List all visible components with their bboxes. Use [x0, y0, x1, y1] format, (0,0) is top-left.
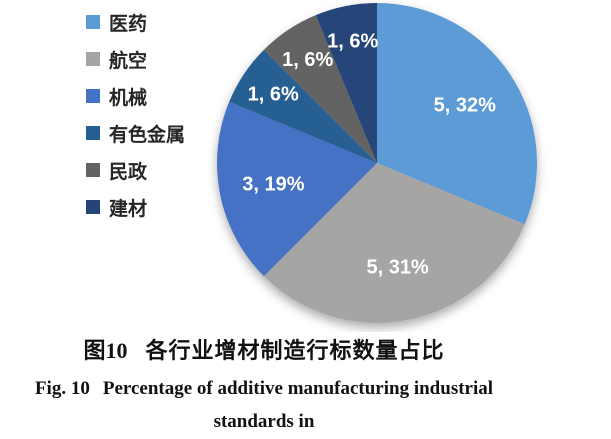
- pie-slice-label-pharma: 5, 32%: [434, 94, 496, 116]
- legend-item-building-materials: 建材: [86, 193, 185, 221]
- legend-label: 民政: [109, 161, 148, 183]
- legend-item-aerospace: 航空: [86, 45, 185, 73]
- legend-label: 航空: [109, 50, 148, 72]
- pie-slice-label-machinery: 3, 19%: [242, 174, 304, 196]
- caption-en: Fig. 10 Percentage of additive manufactur…: [0, 372, 528, 439]
- pie-slice-building-materials: [315, 3, 377, 163]
- figure-captions: 图10 各行业增材制造行标数量占比 Fig. 10 Percentage of ad…: [0, 333, 528, 439]
- pie-slice-machinery: [216, 101, 377, 277]
- legend-swatch-icon: [86, 163, 100, 177]
- caption-zh-title: 各行业增材制造行标数量占比: [145, 338, 445, 363]
- pie-slice-nonferrous-metals: [229, 49, 377, 163]
- legend-label: 建材: [109, 198, 148, 220]
- legend-swatch-icon: [86, 89, 100, 103]
- caption-en-number: Fig. 10: [34, 378, 90, 399]
- legend-label: 有色金属: [109, 124, 186, 146]
- legend-item-nonferrous-metals: 有色金属: [86, 119, 185, 147]
- pie-slice-pharma: [377, 3, 537, 225]
- legend-item-civil-affairs: 民政: [86, 156, 185, 184]
- legend-label: 医药: [109, 13, 148, 35]
- pie-chart: 医药 航空 机械 有色金属 民政 建材 5, 32% 5, 31% 3, 19% 1, 6% 1,…: [86, 3, 537, 324]
- pie-slice-label-civil-affairs: 1, 6%: [282, 49, 333, 71]
- legend-swatch-icon: [86, 126, 100, 140]
- pie-slice-aerospace: [263, 163, 525, 324]
- pie-slice-label-aerospace: 5, 31%: [366, 257, 428, 279]
- legend-item-pharma: 医药: [86, 8, 185, 36]
- chart-legend: 医药航空机械有色金属民政建材: [86, 8, 185, 230]
- legend-swatch-icon: [86, 15, 100, 29]
- pie-slice-label-nonferrous-metals: 1, 6%: [248, 84, 299, 106]
- legend-item-machinery: 机械: [86, 82, 185, 110]
- pie-slice-civil-affairs: [263, 15, 377, 164]
- legend-label: 机械: [109, 87, 148, 109]
- caption-en-title-line1: Percentage of additive manufacturing ind…: [102, 378, 494, 432]
- caption-zh: 图10 各行业增材制造行标数量占比: [0, 333, 528, 365]
- pie-plot: 5, 32%5, 31%3, 19%1, 6%1, 6%1, 6%: [216, 3, 537, 324]
- pie-slice-label-building-materials: 1, 6%: [327, 31, 378, 53]
- legend-swatch-icon: [86, 52, 100, 66]
- caption-zh-number: 图10: [83, 338, 128, 363]
- legend-swatch-icon: [86, 200, 100, 214]
